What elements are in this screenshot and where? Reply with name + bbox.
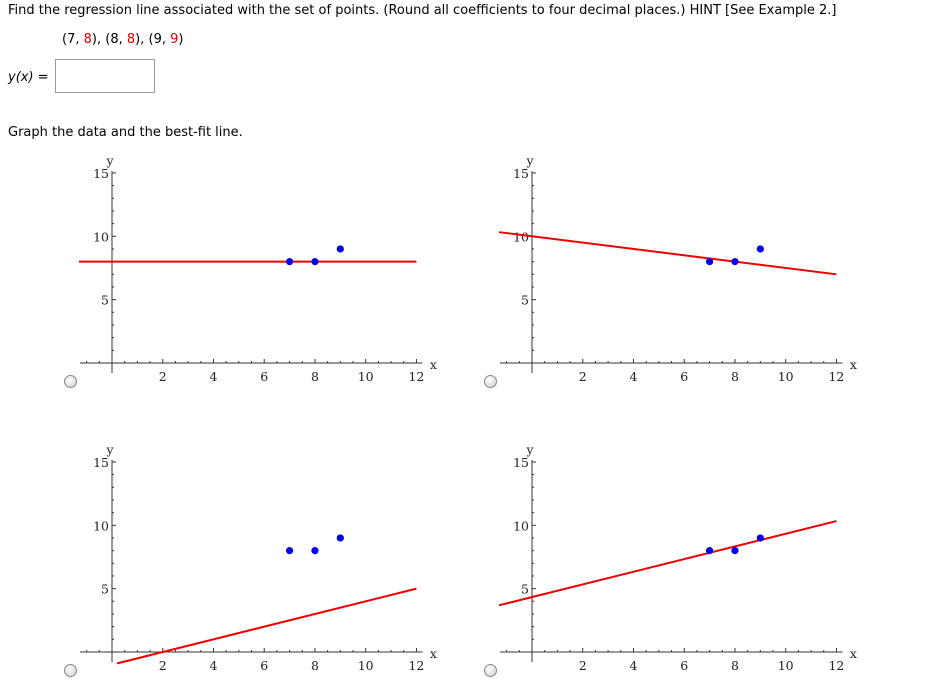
graph-option-2: 2 4 6 8 10 12 5 10 15y x [498,153,857,384]
best-fit-line [116,587,417,665]
y-tick-label: 5 [521,582,529,597]
x-tick-label: 10 [778,658,794,673]
data-point [336,534,344,542]
radio-option-3[interactable] [64,664,77,677]
graph-option-4: 2 4 6 8 10 12 5 10 15y x [498,442,857,673]
y-tick-label: 15 [93,455,109,470]
answer-label: y(x) = [8,70,49,85]
x-tick-label: 8 [311,658,319,673]
y-tick-label: 5 [101,293,109,308]
x-tick-label: 12 [408,369,424,384]
y-tick-label: 15 [93,166,109,181]
radio-option-2[interactable] [484,375,497,388]
x-tick-label: 6 [680,369,688,384]
x-tick-label: 4 [210,658,218,673]
graph-option-3: 2 4 6 8 10 12 5 10 15y x [80,442,437,673]
question-text: Find the regression line associated with… [8,3,837,18]
x-tick-label: 12 [828,369,844,384]
data-point [731,258,739,266]
x-tick-label: 4 [630,369,638,384]
point-2: (8, 8) [105,32,141,47]
data-point [311,258,319,266]
x-tick-label: 2 [579,369,587,384]
y-axis-label: y [105,442,114,457]
data-point [731,547,739,555]
radio-option-1[interactable] [64,375,77,388]
y-tick-label: 10 [513,518,529,533]
y-tick-label: 15 [513,455,529,470]
data-point [756,245,764,253]
radio-option-4[interactable] [484,664,497,677]
x-axis-label: x [430,646,437,661]
x-tick-label: 12 [408,658,424,673]
x-tick-label: 12 [828,658,844,673]
data-point [705,547,714,555]
point-3: (9, 9) [148,32,184,47]
data-point [705,258,714,266]
y-axis-label: y [525,153,534,168]
data-point [285,258,294,266]
x-tick-label: 10 [358,369,374,384]
data-point [756,534,764,542]
x-tick-label: 4 [630,658,638,673]
x-axis-label: x [430,357,437,372]
point-1: (7, 8) [62,32,97,47]
data-point [285,547,294,555]
graph-option-1: 2 4 6 8 10 12 5 10 15y x [79,153,437,384]
x-tick-label: 2 [159,658,167,673]
x-tick-label: 6 [260,658,268,673]
x-axis-label: x [850,357,857,372]
x-tick-label: 2 [159,369,167,384]
x-tick-label: 8 [311,369,319,384]
y-tick-label: 5 [101,582,109,597]
x-axis-label: x [850,646,857,661]
x-tick-label: 6 [260,369,268,384]
graph-prompt: Graph the data and the best-fit line. [8,125,243,140]
y-tick-label: 10 [93,518,109,533]
best-fit-line [498,520,837,607]
y-tick-label: 5 [521,293,529,308]
data-point [311,547,319,555]
y-tick-label: 15 [513,166,529,181]
x-tick-label: 10 [358,658,374,673]
y-axis-label: y [525,442,534,457]
y-axis-label: y [105,153,114,168]
x-tick-label: 2 [579,658,587,673]
y-tick-label: 10 [513,229,529,244]
answer-input[interactable] [55,59,155,93]
x-tick-label: 8 [731,369,739,384]
x-tick-label: 8 [731,658,739,673]
x-tick-label: 6 [680,658,688,673]
x-tick-label: 10 [778,369,794,384]
best-fit-line [498,231,837,276]
y-tick-label: 10 [93,229,109,244]
data-point [336,245,344,253]
points-list: (7, 8), (8, 8), (9, 9) [62,32,184,47]
x-tick-label: 4 [210,369,218,384]
